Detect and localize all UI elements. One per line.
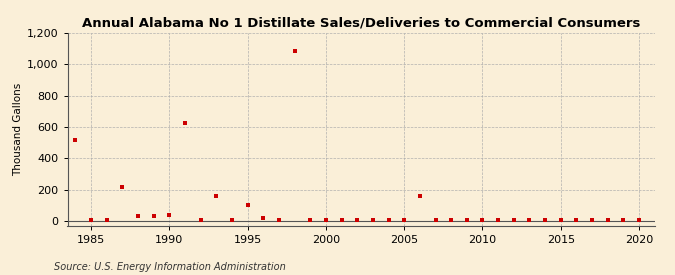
Point [540,218,551,222]
Point [399,218,410,222]
Point [524,218,535,222]
Point [117,185,128,189]
Text: Source: U.S. Energy Information Administration: Source: U.S. Energy Information Administ… [54,262,286,272]
Point [227,218,238,222]
Y-axis label: Thousand Gallons: Thousand Gallons [13,82,23,176]
Point [367,218,378,222]
Point [352,218,362,222]
Point [383,218,394,222]
Point [430,218,441,222]
Point [587,218,597,222]
Point [273,218,284,222]
Title: Annual Alabama No 1 Distillate Sales/Deliveries to Commercial Consumers: Annual Alabama No 1 Distillate Sales/Del… [82,16,641,29]
Point [556,218,566,222]
Point [305,218,316,222]
Point [148,214,159,218]
Point [493,218,504,222]
Point [164,213,175,218]
Point [618,218,629,222]
Point [634,218,645,223]
Point [132,214,143,218]
Point [101,218,112,222]
Point [508,218,519,222]
Point [195,218,206,222]
Point [70,138,81,142]
Point [211,194,221,198]
Point [602,218,613,222]
Point [54,205,65,209]
Point [462,218,472,222]
Point [336,218,347,222]
Point [242,203,253,207]
Point [477,218,488,222]
Point [180,121,190,125]
Point [321,218,331,222]
Point [86,218,97,222]
Point [571,218,582,222]
Point [446,218,456,222]
Point [414,194,425,198]
Point [289,49,300,53]
Point [258,216,269,221]
